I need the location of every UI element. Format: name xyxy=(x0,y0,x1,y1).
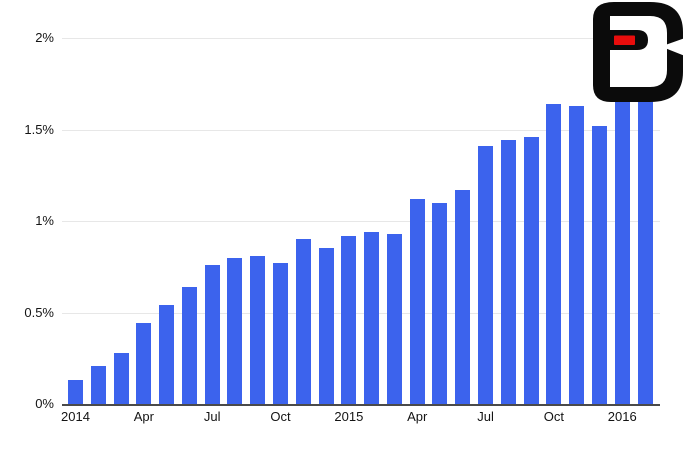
x-tick-label: 2016 xyxy=(607,409,637,424)
bgr-logo xyxy=(593,2,685,102)
y-tick-label: 0% xyxy=(35,396,54,411)
bar-dec-2015 xyxy=(591,126,607,404)
y-tick-label: 1% xyxy=(35,213,54,228)
bar-aug-2014 xyxy=(227,258,243,404)
gridline-0_5pct xyxy=(62,312,660,314)
bar-mar-2015 xyxy=(386,234,402,404)
plot-area xyxy=(62,38,660,406)
bar-feb-2015 xyxy=(364,232,380,404)
gridline-1pct xyxy=(62,221,660,222)
bar-aug-2015 xyxy=(500,140,516,404)
bar-jan-2014 xyxy=(68,380,83,404)
bar-jan-2015 xyxy=(341,236,357,404)
y-tick-label: 0.5% xyxy=(24,304,54,320)
bar-mar-2014 xyxy=(113,353,129,404)
y-tick-label: 1.5% xyxy=(24,121,54,137)
bar-jul-2015 xyxy=(478,146,494,404)
x-tick-label: Jul xyxy=(203,409,221,424)
x-tick-label: Oct xyxy=(543,409,564,424)
x-tick-label: 2014 xyxy=(61,409,90,424)
bar-nov-2014 xyxy=(295,239,311,404)
x-tick-label: Oct xyxy=(270,409,291,424)
x-tick-label: Apr xyxy=(407,409,428,424)
bar-jun-2014 xyxy=(181,287,197,404)
bar-nov-2015 xyxy=(569,106,585,404)
bar-feb-2016 xyxy=(637,78,653,404)
y-tick-label: 2% xyxy=(35,30,54,45)
bar-sep-2015 xyxy=(523,137,539,404)
bar-jun-2015 xyxy=(455,190,471,404)
x-tick-label: Apr xyxy=(133,409,154,424)
bar-may-2015 xyxy=(432,203,448,404)
bar-jul-2014 xyxy=(204,265,220,404)
logo-b-counter xyxy=(610,16,667,87)
bar-feb-2014 xyxy=(90,366,106,404)
bar-apr-2015 xyxy=(409,199,425,404)
bar-may-2014 xyxy=(159,305,175,404)
x-tick-label: 2015 xyxy=(334,409,364,424)
bar-apr-2014 xyxy=(136,323,152,404)
bar-jan-2016 xyxy=(614,91,630,404)
bar-sep-2014 xyxy=(250,256,266,404)
bar-dec-2014 xyxy=(318,248,334,404)
logo-red-dash-icon xyxy=(614,35,635,45)
x-tick-label: Jul xyxy=(477,409,494,424)
logo-b-notch xyxy=(661,38,685,56)
gridline-1_5pct xyxy=(62,129,660,131)
bar-oct-2014 xyxy=(273,263,289,404)
bar-oct-2015 xyxy=(546,104,562,404)
gridline-2pct xyxy=(62,38,660,39)
